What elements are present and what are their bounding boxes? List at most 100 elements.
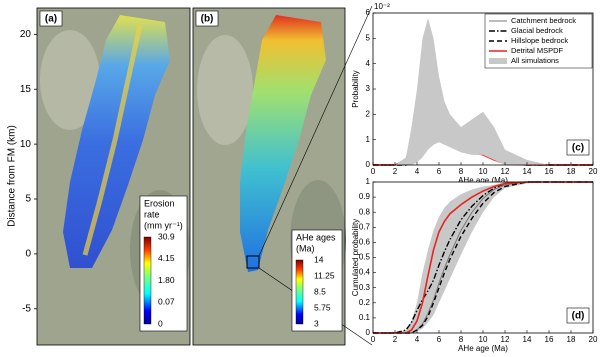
x-tick-label: 16: [545, 335, 554, 344]
y-tick-label: 2: [366, 109, 371, 118]
y-tick-label: 1: [366, 177, 371, 186]
y-tick-label: 0.9: [359, 192, 371, 201]
y-axis-label: Probability: [351, 70, 360, 107]
colorbar: [143, 236, 152, 325]
x-tick-label: 6: [437, 335, 442, 344]
y-tick-label: 0.3: [359, 283, 371, 292]
x-tick-label: 20: [589, 167, 598, 176]
y-tick-label: -5: [22, 303, 31, 314]
x-tick-label: 0: [371, 335, 376, 344]
y-tick-label: 5: [366, 33, 371, 42]
colorbar-title: (Ma): [296, 243, 315, 253]
panel-label: (b): [201, 14, 214, 25]
x-tick-label: 8: [459, 335, 464, 344]
panel-label-box: [566, 139, 590, 156]
y-tick-label: 0.7: [359, 222, 371, 231]
terrain: [40, 30, 100, 130]
panel-label: (a): [45, 14, 57, 25]
y-tick-label: 0: [25, 249, 31, 260]
x-tick-label: 4: [415, 335, 420, 344]
colorbar-title: rate: [144, 209, 160, 219]
x-tick-label: 20: [589, 335, 598, 344]
y-tick-label: 0.2: [359, 298, 371, 307]
colorbar-title: AHe ages: [296, 232, 336, 242]
x-tick-label: 14: [523, 167, 532, 176]
x-axis-label: AHe age (Ma): [458, 176, 508, 185]
legend-label: Glacial bedrock: [511, 26, 563, 35]
x-tick-label: 12: [501, 335, 510, 344]
colorbar-tick-label: 14: [314, 254, 324, 264]
x-tick-label: 0: [371, 167, 376, 176]
y-tick-label: 6: [366, 8, 371, 17]
colorbar-tick-label: 0: [158, 318, 163, 328]
legend-label: Catchment bedrock: [511, 16, 576, 25]
legend-label: Detrital MSPDF: [511, 46, 564, 55]
y-tick-label: 15: [20, 84, 32, 95]
x-tick-label: 2: [393, 335, 398, 344]
colorbar-title: (mm yr⁻¹): [144, 220, 183, 230]
y-tick-label: 0.6: [359, 238, 371, 247]
y-tick-label: 0: [366, 328, 371, 337]
y-tick-label: 0.4: [359, 268, 371, 277]
zoom-box: [246, 255, 260, 269]
y-tick-label: 0.5: [359, 253, 371, 262]
panel-label-box: [566, 307, 590, 324]
x-tick-label: 18: [567, 335, 576, 344]
x-tick-label: 4: [415, 167, 420, 176]
panel-label-box: [39, 10, 63, 27]
panel-label-box: [195, 10, 219, 27]
x-tick-label: 10: [479, 167, 488, 176]
exponent-label: 10⁻²: [374, 2, 390, 11]
colorbar-title: Erosion: [144, 198, 175, 208]
terrain: [197, 35, 253, 145]
y-tick-label: 4: [366, 59, 371, 68]
y-tick-label: 3: [366, 84, 371, 93]
y-tick-label: 20: [20, 29, 32, 40]
x-tick-label: 2: [393, 167, 398, 176]
colorbar-tick-label: 5.75: [314, 302, 331, 312]
y-tick-label: 10: [20, 139, 32, 150]
line: [373, 181, 593, 334]
frame: [192, 7, 346, 346]
legend-label: Hillslope bedrock: [511, 36, 568, 45]
connector: [258, 5, 373, 257]
y-axis-label: Distance from FM (km): [7, 125, 18, 227]
band: [373, 18, 593, 166]
y-tick-label: 5: [25, 194, 31, 205]
colorbar-tick-label: 30.9: [158, 231, 175, 241]
valley: [82, 24, 143, 256]
panel-label: (c): [572, 143, 584, 154]
y-tick-label: 1: [366, 135, 371, 144]
y-tick-label: 0.8: [359, 207, 371, 216]
colorbar-tick-label: 0.07: [158, 297, 175, 307]
frame: [36, 7, 191, 346]
x-tick-label: 8: [459, 167, 464, 176]
colorbar-tick-label: 3: [314, 318, 319, 328]
x-tick-label: 16: [545, 167, 554, 176]
x-tick-label: 10: [479, 335, 488, 344]
x-axis-label: AHe age (Ma): [458, 344, 508, 353]
frame: [372, 181, 594, 334]
colorbar-tick-label: 11.25: [314, 270, 335, 280]
x-tick-label: 18: [567, 167, 576, 176]
y-axis-label: Cumulated probability: [351, 219, 360, 296]
line: [373, 181, 593, 334]
colorbar: [295, 259, 304, 325]
y-tick-label: 0: [366, 160, 371, 169]
valley: [240, 15, 326, 272]
x-tick-label: 12: [501, 167, 510, 176]
x-tick-label: 14: [523, 335, 532, 344]
colorbar-tick-label: 4.15: [158, 253, 175, 263]
y-tick-label: 0.1: [359, 313, 371, 322]
band: [373, 182, 593, 333]
panel-label: (d): [572, 311, 585, 322]
legend-swatch: [489, 58, 507, 64]
x-tick-label: 6: [437, 167, 442, 176]
colorbar-tick-label: 8.5: [314, 286, 326, 296]
line: [373, 181, 593, 334]
legend-label: All simulations: [511, 56, 559, 65]
colorbar-tick-label: 1.80: [158, 275, 175, 285]
frame: [372, 12, 594, 166]
